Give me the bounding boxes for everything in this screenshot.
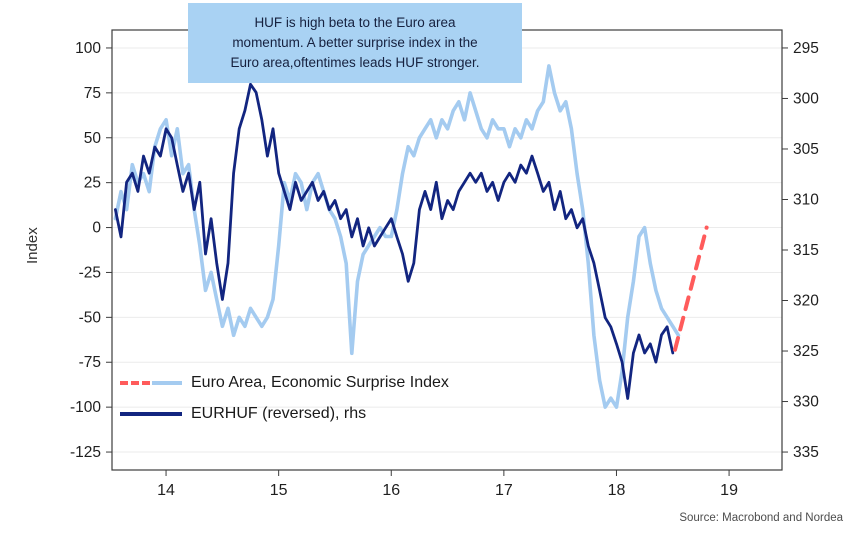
- left-axis-tick-label: 100: [75, 40, 101, 57]
- legend-label-esi: Euro Area, Economic Surprise Index: [191, 374, 449, 391]
- series-line-1: [114, 82, 675, 400]
- right-axis-tick-label: 330: [793, 394, 819, 411]
- annotation-line-1: HUF is high beta to the Euro area: [254, 14, 456, 30]
- right-axis-tick-label: 320: [793, 293, 819, 310]
- y-axis-title: Index: [24, 227, 41, 264]
- legend-item-eurhuf: EURHUF (reversed), rhs: [120, 403, 449, 425]
- legend-label-eurhuf: EURHUF (reversed), rhs: [191, 405, 367, 422]
- annotation-line-3: Euro area,oftentimes leads HUF stronger.: [230, 55, 480, 71]
- left-axis-tick-label: 25: [84, 175, 101, 192]
- series-line-2: [673, 225, 709, 352]
- left-axis-tick-label: -25: [79, 264, 101, 281]
- right-axis-tick-label: 310: [793, 191, 819, 208]
- left-axis-tick-label: 75: [84, 85, 101, 102]
- source-note: Source: Macrobond and Nordea: [679, 512, 843, 524]
- left-axis-tick-label: -125: [70, 444, 101, 461]
- right-axis-tick-label: 315: [793, 242, 819, 259]
- right-axis-tick-label: 325: [793, 343, 819, 360]
- esi-dashed-swatch-icon: [120, 381, 150, 385]
- legend: Euro Area, Economic Surprise Index EURHU…: [120, 372, 449, 425]
- annotation-box: HUF is high beta to the Euro area moment…: [188, 3, 522, 83]
- x-axis-tick-label: 17: [495, 482, 513, 499]
- right-axis-tick-label: 295: [793, 40, 819, 57]
- right-axis-tick-label: 300: [793, 90, 819, 107]
- left-axis-tick-label: -100: [70, 399, 101, 416]
- eurhuf-line-swatch-icon: [120, 412, 182, 416]
- left-axis-tick-label: -50: [79, 309, 102, 326]
- left-axis-tick-label: 0: [92, 220, 101, 237]
- annotation-line-2: momentum. A better surprise index in the: [232, 34, 478, 50]
- legend-item-esi: Euro Area, Economic Surprise Index: [120, 372, 449, 394]
- x-axis-tick-label: 18: [608, 482, 626, 499]
- x-axis-tick-label: 15: [270, 482, 288, 499]
- left-axis-tick-label: 50: [84, 130, 102, 147]
- x-axis-tick-label: 19: [720, 482, 738, 499]
- left-axis-tick-label: -75: [79, 354, 101, 371]
- esi-line-swatch-icon: [152, 381, 182, 385]
- x-axis-tick-label: 16: [382, 482, 400, 499]
- right-axis-tick-label: 335: [793, 444, 819, 461]
- x-axis-tick-label: 14: [157, 482, 175, 499]
- right-axis-tick-label: 305: [793, 141, 819, 158]
